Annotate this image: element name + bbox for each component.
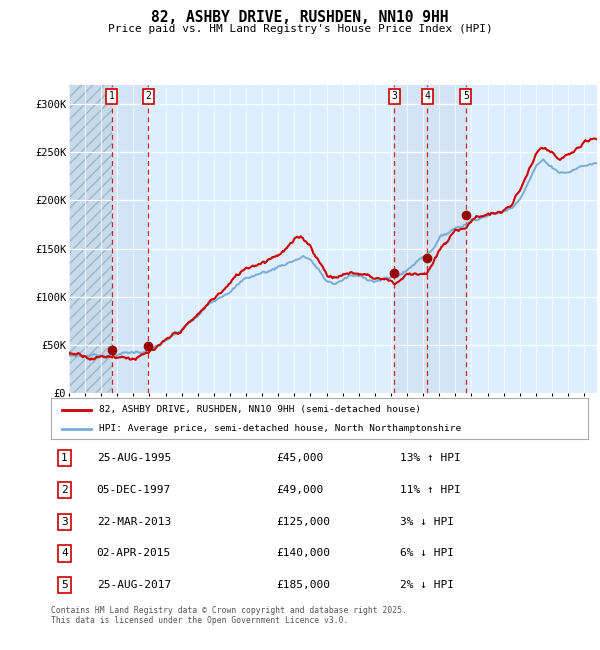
Text: 25-AUG-2017: 25-AUG-2017 <box>97 580 171 590</box>
Bar <box>112 84 148 393</box>
Bar <box>69 84 112 393</box>
Text: 05-DEC-1997: 05-DEC-1997 <box>97 485 171 495</box>
Text: 22-MAR-2013: 22-MAR-2013 <box>97 517 171 526</box>
Text: 25-AUG-1995: 25-AUG-1995 <box>97 453 171 463</box>
Text: 1: 1 <box>61 453 68 463</box>
Text: 2: 2 <box>61 485 68 495</box>
Text: HPI: Average price, semi-detached house, North Northamptonshire: HPI: Average price, semi-detached house,… <box>100 424 461 433</box>
Text: 4: 4 <box>424 91 430 101</box>
Text: 11% ↑ HPI: 11% ↑ HPI <box>400 485 461 495</box>
Bar <box>69 84 112 393</box>
Text: £125,000: £125,000 <box>277 517 331 526</box>
Text: 4: 4 <box>61 549 68 558</box>
Text: 2: 2 <box>145 91 151 101</box>
Text: 3: 3 <box>61 517 68 526</box>
Text: 5: 5 <box>61 580 68 590</box>
Text: 82, ASHBY DRIVE, RUSHDEN, NN10 9HH (semi-detached house): 82, ASHBY DRIVE, RUSHDEN, NN10 9HH (semi… <box>100 405 421 414</box>
Text: 82, ASHBY DRIVE, RUSHDEN, NN10 9HH: 82, ASHBY DRIVE, RUSHDEN, NN10 9HH <box>151 10 449 25</box>
Text: Contains HM Land Registry data © Crown copyright and database right 2025.
This d: Contains HM Land Registry data © Crown c… <box>51 606 407 625</box>
Text: 13% ↑ HPI: 13% ↑ HPI <box>400 453 461 463</box>
Text: Price paid vs. HM Land Registry's House Price Index (HPI): Price paid vs. HM Land Registry's House … <box>107 24 493 34</box>
Text: £185,000: £185,000 <box>277 580 331 590</box>
Text: 6% ↓ HPI: 6% ↓ HPI <box>400 549 454 558</box>
Bar <box>394 84 427 393</box>
Text: 3% ↓ HPI: 3% ↓ HPI <box>400 517 454 526</box>
Text: 3: 3 <box>392 91 397 101</box>
Text: 02-APR-2015: 02-APR-2015 <box>97 549 171 558</box>
Bar <box>427 84 466 393</box>
Text: 1: 1 <box>109 91 115 101</box>
Text: £140,000: £140,000 <box>277 549 331 558</box>
Text: £45,000: £45,000 <box>277 453 324 463</box>
Text: £49,000: £49,000 <box>277 485 324 495</box>
Text: 5: 5 <box>463 91 469 101</box>
Text: 2% ↓ HPI: 2% ↓ HPI <box>400 580 454 590</box>
